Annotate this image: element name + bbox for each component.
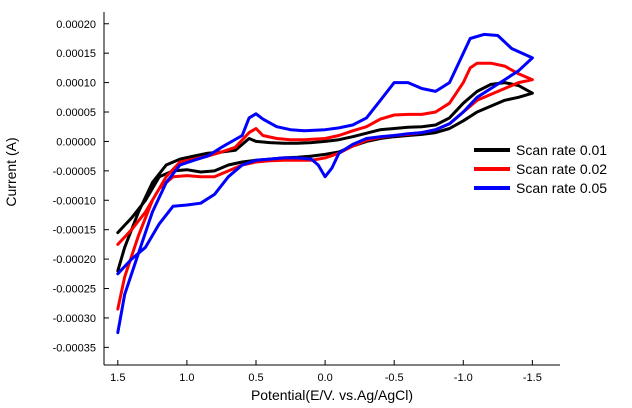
series-line-2 — [116, 61, 534, 311]
y-tick-label: 0.00000 — [56, 136, 96, 148]
series-line-3 — [116, 32, 534, 335]
x-axis-title: Potential(E/V. vs.Ag/AgCl) — [251, 387, 413, 403]
y-tick-label: -0.00020 — [53, 254, 96, 266]
legend-label-1: Scan rate 0.01 — [516, 142, 607, 158]
legend-label-2: Scan rate 0.02 — [516, 161, 607, 177]
y-tick-label: -0.00015 — [53, 225, 96, 237]
y-axis-ticks: 0.00020 0.00015 0.00010 0.00005 0.00000 -0.00… — [53, 19, 109, 354]
y-axis-title: Current (A) — [3, 137, 19, 206]
x-axis-ticks: 1.5 1.0 0.5 0.0 -0.5 -1.0 -1.5 — [110, 360, 542, 384]
plot-frame — [103, 12, 560, 366]
x-tick-label: 0.0 — [317, 372, 332, 384]
x-tick-label: -1.0 — [454, 372, 473, 384]
y-tick-label: -0.00025 — [53, 284, 96, 296]
y-tick-label: -0.00035 — [53, 342, 96, 354]
x-tick-label: -0.5 — [385, 372, 404, 384]
y-tick-label: 0.00020 — [56, 19, 96, 31]
y-tick-label: -0.00030 — [53, 313, 96, 325]
y-tick-label: -0.00010 — [53, 195, 96, 207]
x-tick-label: 1.5 — [110, 372, 125, 384]
y-tick-label: 0.00010 — [56, 78, 96, 90]
legend: Scan rate 0.01 Scan rate 0.02 Scan rate 0.… — [474, 142, 607, 196]
y-tick-label: 0.00005 — [56, 107, 96, 119]
x-tick-label: -1.5 — [523, 372, 542, 384]
y-tick-label: 0.00015 — [56, 48, 96, 60]
series-layer — [116, 32, 534, 335]
x-tick-label: 0.5 — [248, 372, 263, 384]
legend-label-3: Scan rate 0.05 — [516, 180, 607, 196]
y-tick-label: -0.00005 — [53, 166, 96, 178]
x-tick-label: 1.0 — [179, 372, 194, 384]
